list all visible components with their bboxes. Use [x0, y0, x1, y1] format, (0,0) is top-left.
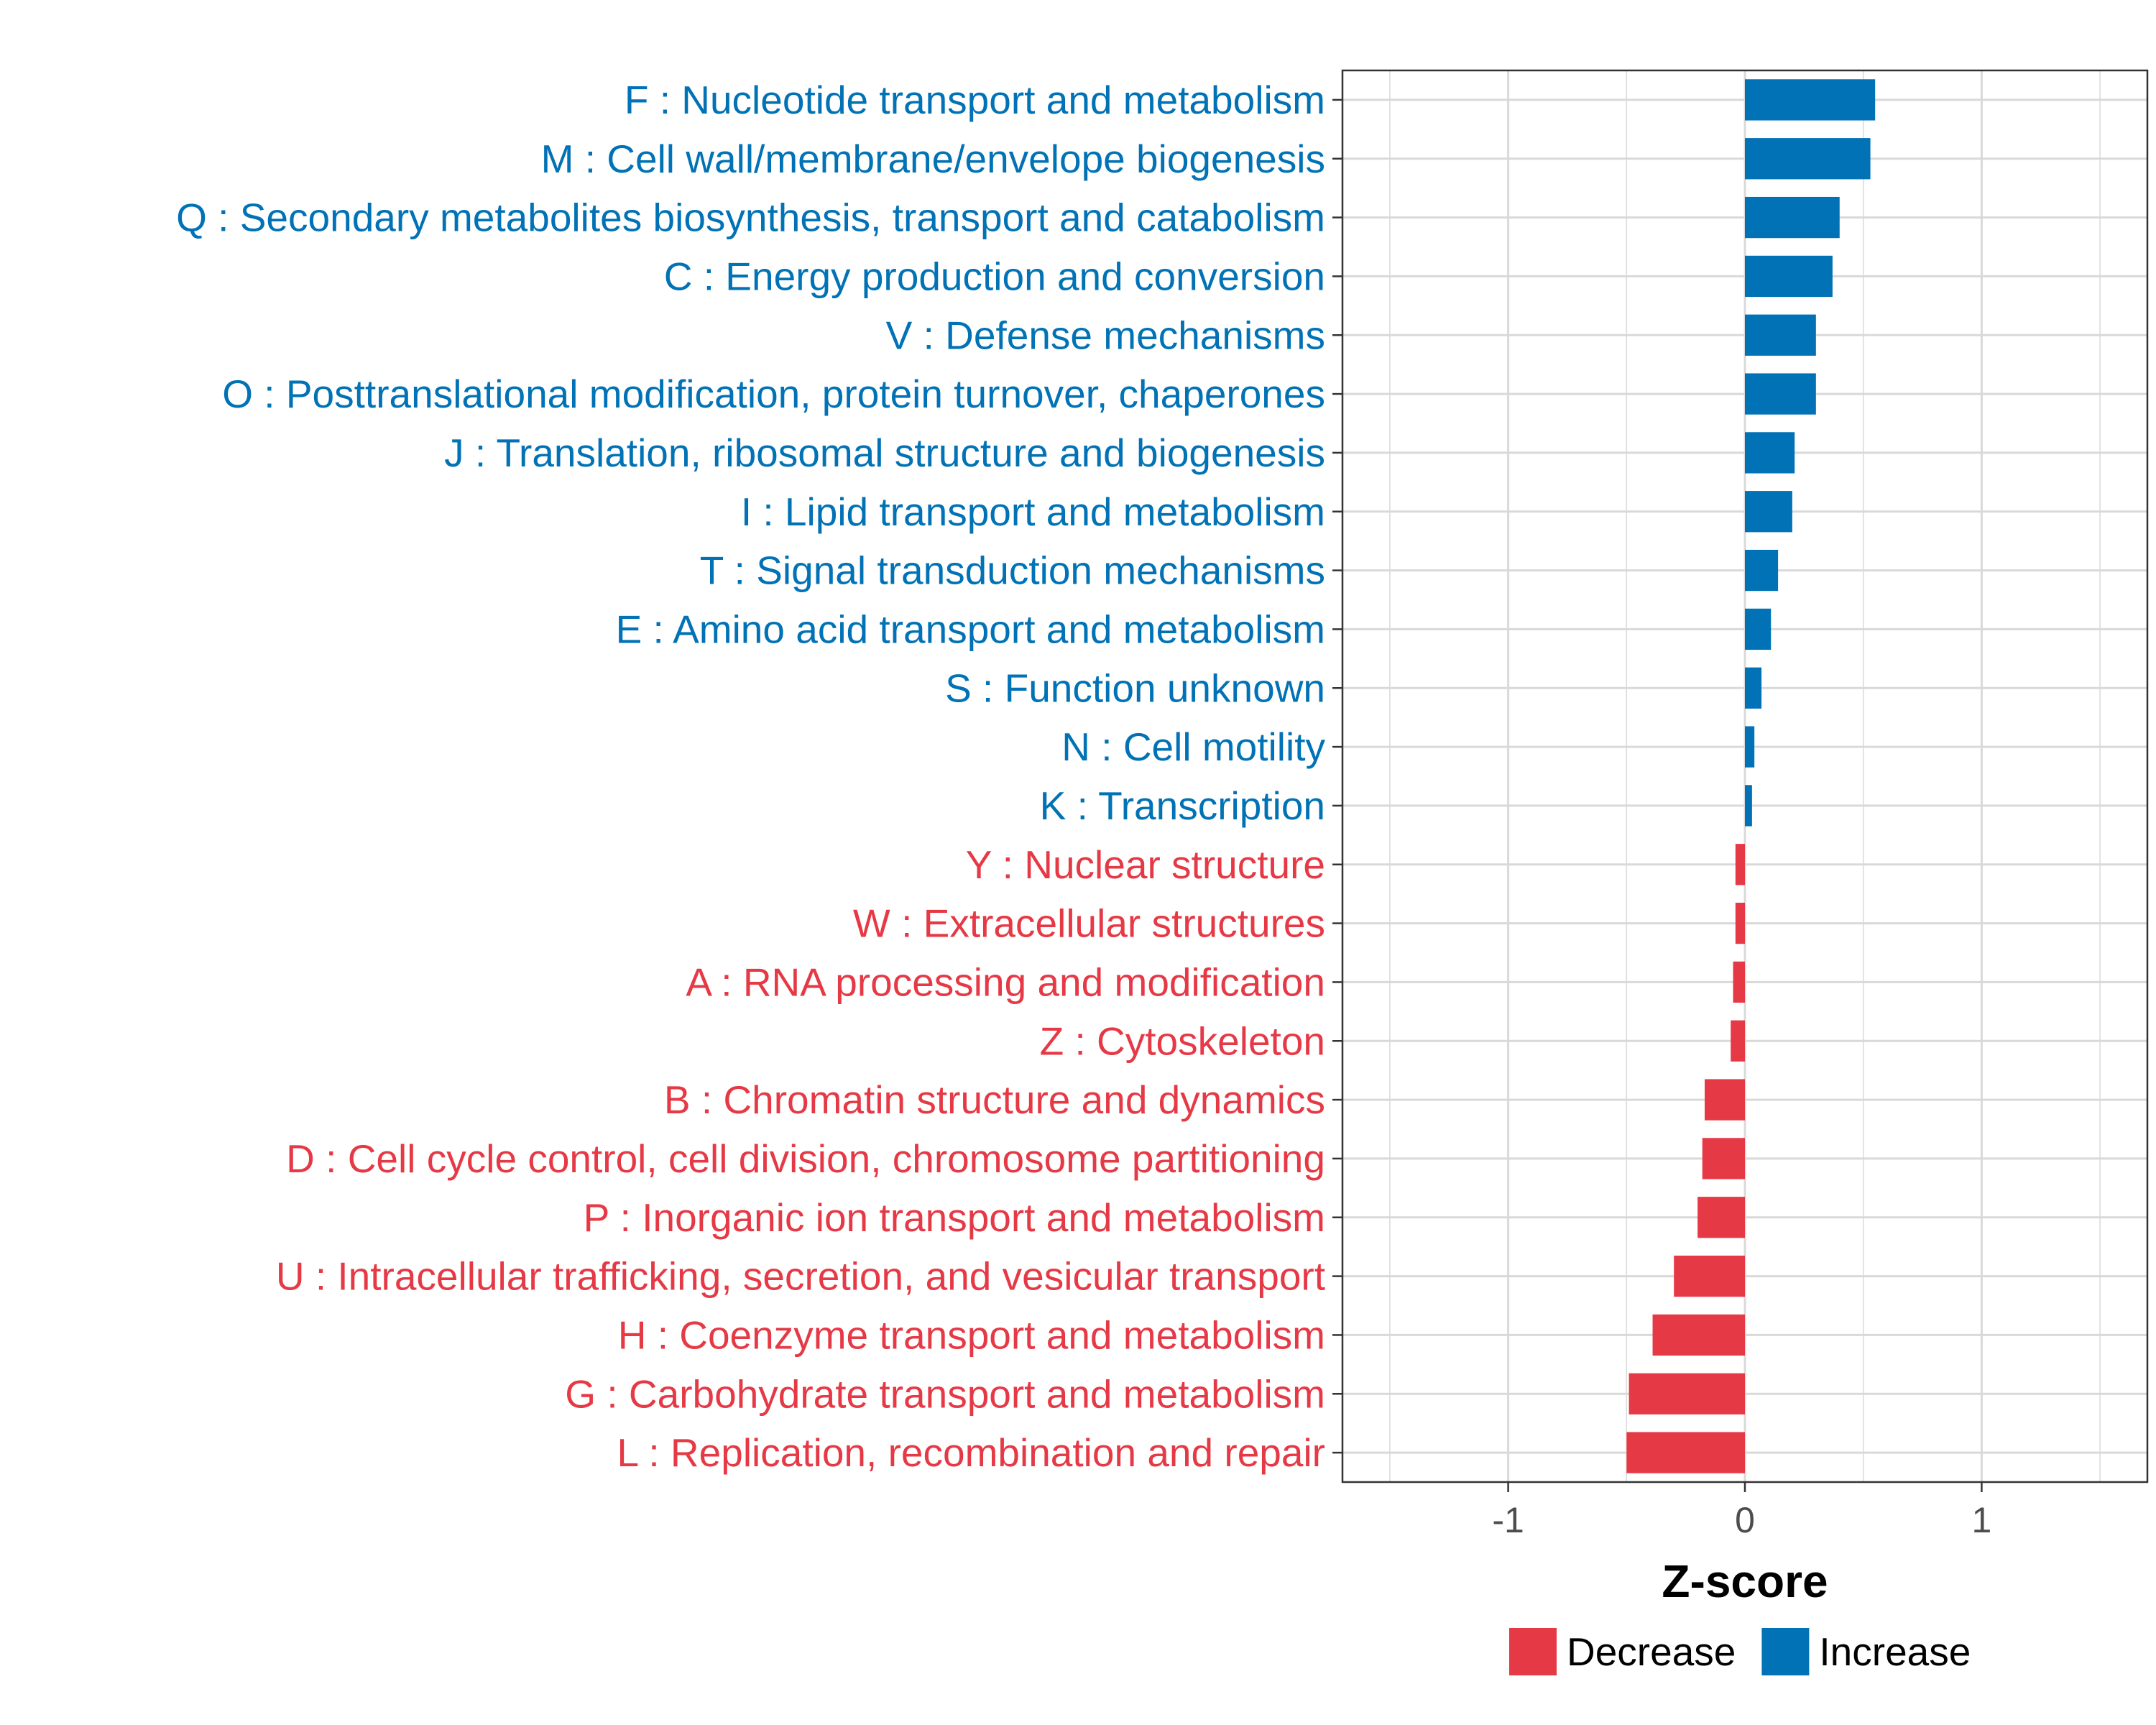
legend-swatch-decrease	[1509, 1628, 1557, 1675]
category-label: N : Cell motility	[1061, 724, 1325, 769]
category-label: G : Carbohydrate transport and metabolis…	[565, 1371, 1325, 1416]
category-label: D : Cell cycle control, cell division, c…	[286, 1136, 1325, 1181]
bar	[1735, 902, 1745, 944]
bar	[1674, 1255, 1745, 1297]
bar	[1702, 1138, 1745, 1179]
bar	[1745, 667, 1762, 709]
category-label: L : Replication, recombination and repai…	[617, 1430, 1325, 1475]
bar	[1705, 1079, 1745, 1121]
bar	[1745, 138, 1871, 180]
category-label: E : Amino acid transport and metabolism	[616, 607, 1325, 651]
category-label: I : Lipid transport and metabolism	[741, 489, 1325, 534]
legend-label-increase: Increase	[1819, 1629, 1971, 1674]
x-tick-label: -1	[1492, 1500, 1524, 1540]
category-label: T : Signal transduction mechanisms	[700, 548, 1325, 593]
category-label: O : Posttranslational modification, prot…	[222, 372, 1325, 416]
category-label: Q : Secondary metabolites biosynthesis, …	[176, 196, 1325, 240]
bar	[1745, 79, 1876, 121]
bar	[1697, 1197, 1745, 1238]
category-label: H : Coenzyme transport and metabolism	[618, 1312, 1325, 1357]
category-label: A : RNA processing and modification	[686, 960, 1325, 1004]
y-axis-ticks	[1332, 98, 1342, 1454]
category-label: J : Translation, ribosomal structure and…	[444, 431, 1325, 475]
category-label: V : Defense mechanisms	[886, 313, 1325, 357]
legend-label-decrease: Decrease	[1567, 1629, 1736, 1674]
legend-swatch-increase	[1761, 1628, 1810, 1675]
bar	[1745, 785, 1752, 827]
bar	[1745, 491, 1792, 533]
category-label: F : Nucleotide transport and metabolism	[625, 78, 1325, 122]
x-tick-label: 1	[1972, 1500, 1992, 1540]
bar	[1733, 961, 1745, 1003]
category-label: Y : Nuclear structure	[966, 842, 1325, 887]
category-label: K : Transcription	[1040, 783, 1325, 828]
bar	[1745, 373, 1816, 415]
bar	[1731, 1020, 1745, 1062]
category-label: M : Cell wall/membrane/envelope biogenes…	[541, 137, 1325, 181]
bar	[1735, 844, 1745, 886]
bar	[1745, 314, 1816, 356]
bar	[1628, 1373, 1745, 1414]
bar	[1745, 255, 1833, 298]
x-axis-title: Z-score	[1662, 1555, 1828, 1607]
bar	[1652, 1314, 1745, 1356]
y-axis-category-labels: F : Nucleotide transport and metabolism M…	[176, 78, 1325, 1475]
bar	[1745, 726, 1755, 768]
bar-layer	[1626, 79, 1876, 1473]
category-label: C : Energy production and conversion	[664, 254, 1325, 298]
legend: Decrease Increase	[1509, 1628, 1971, 1675]
category-label: W : Extracellular structures	[853, 901, 1325, 946]
category-label: B : Chromatin structure and dynamics	[664, 1077, 1325, 1122]
category-label: P : Inorganic ion transport and metaboli…	[584, 1195, 1325, 1240]
category-label: Z : Cytoskeleton	[1040, 1018, 1325, 1063]
bar	[1745, 549, 1779, 592]
bar	[1745, 608, 1772, 650]
x-axis-ticks: -1 0 1	[1492, 1482, 1991, 1540]
category-label: S : Function unknown	[945, 666, 1325, 710]
category-label: U : Intracellular trafficking, secretion…	[276, 1254, 1325, 1299]
x-tick-label: 0	[1735, 1500, 1755, 1540]
bar	[1626, 1432, 1745, 1473]
bar	[1745, 432, 1795, 474]
bar	[1745, 196, 1840, 239]
